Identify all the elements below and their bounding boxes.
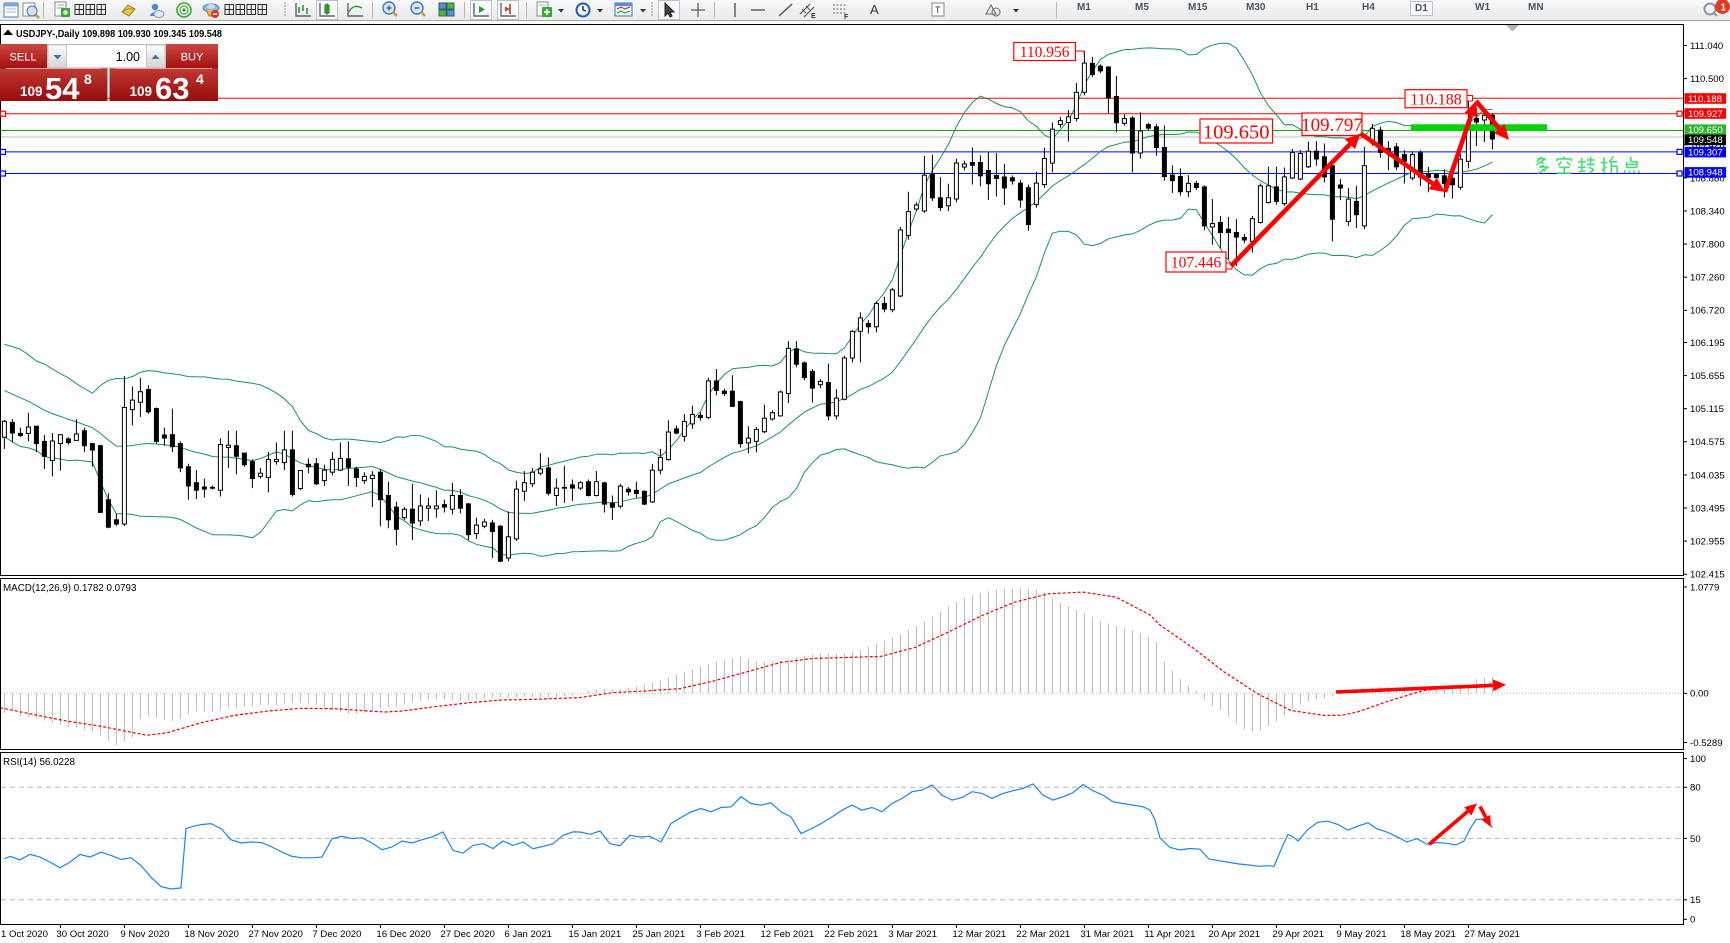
svg-text:15 Jan 2021: 15 Jan 2021 [568,929,621,940]
svg-text:27 Dec 2020: 27 Dec 2020 [440,929,494,940]
svg-text:T: T [935,5,941,15]
svg-text:27 May 2021: 27 May 2021 [1464,929,1519,940]
svg-text:104.575: 104.575 [1690,437,1725,448]
svg-text:1.00: 1.00 [116,50,140,64]
svg-text:108.880: 108.880 [1690,173,1725,184]
svg-text:11 Apr 2021: 11 Apr 2021 [1144,929,1195,940]
svg-text:109: 109 [129,84,152,99]
svg-text:105.655: 105.655 [1690,371,1725,382]
svg-text:-0.5289: -0.5289 [1690,738,1723,749]
svg-text:9 May 2021: 9 May 2021 [1336,929,1386,940]
svg-text:3 Mar 2021: 3 Mar 2021 [888,929,937,940]
svg-text:25 Jan 2021: 25 Jan 2021 [632,929,685,940]
svg-text:109.650: 109.650 [1203,121,1270,143]
svg-text:E: E [811,13,816,20]
svg-text:30 Oct 2020: 30 Oct 2020 [56,929,108,940]
svg-text:109.307: 109.307 [1688,147,1723,158]
svg-text:0.00: 0.00 [1690,689,1709,700]
svg-text:63: 63 [155,71,189,106]
svg-text:USDJPY-,Daily 109.898 109.930: USDJPY-,Daily 109.898 109.930 109.345 10… [16,29,223,40]
svg-text:80: 80 [1690,783,1701,794]
svg-text:18 Nov 2020: 18 Nov 2020 [184,929,238,940]
svg-text:3 Feb 2021: 3 Feb 2021 [696,929,745,940]
svg-text:15: 15 [1690,895,1701,906]
svg-text:31 Mar 2021: 31 Mar 2021 [1080,929,1134,940]
svg-text:109: 109 [20,84,43,99]
svg-text:RSI(14) 56.0228: RSI(14) 56.0228 [3,757,75,768]
svg-text:110.956: 110.956 [1020,44,1070,61]
svg-text:22 Feb 2021: 22 Feb 2021 [824,929,878,940]
svg-text:BUY: BUY [181,52,204,64]
svg-text:109.548: 109.548 [1688,135,1723,146]
svg-text:MACD(12,26,9) 0.1782 0.0793: MACD(12,26,9) 0.1782 0.0793 [3,583,137,594]
svg-text:109.650: 109.650 [1688,125,1723,136]
svg-text:22 Mar 2021: 22 Mar 2021 [1016,929,1070,940]
svg-text:105.115: 105.115 [1690,404,1724,415]
svg-text:109.420: 109.420 [1690,140,1725,151]
svg-text:107.800: 107.800 [1690,240,1725,251]
svg-text:103.495: 103.495 [1690,503,1725,514]
svg-text:SELL: SELL [10,52,37,64]
svg-text:106.195: 106.195 [1690,338,1725,349]
svg-text:102.415: 102.415 [1690,570,1725,581]
svg-text:109.797: 109.797 [1301,115,1363,136]
svg-text:104.035: 104.035 [1690,470,1725,481]
svg-text:109.927: 109.927 [1688,109,1723,120]
svg-text:110.188: 110.188 [1410,92,1461,109]
svg-text:12 Feb 2021: 12 Feb 2021 [760,929,814,940]
svg-text:7 Dec 2020: 7 Dec 2020 [312,929,361,940]
svg-text:111.040: 111.040 [1690,41,1723,52]
svg-text:4: 4 [196,71,204,87]
svg-text:20 Apr 2021: 20 Apr 2021 [1208,929,1260,940]
svg-text:18 May 2021: 18 May 2021 [1400,929,1455,940]
svg-text:1: 1 [1721,3,1727,14]
svg-text:108.948: 108.948 [1688,168,1723,179]
svg-text:0: 0 [1690,915,1695,926]
svg-text:8: 8 [84,71,92,87]
svg-text:110.188: 110.188 [1688,94,1722,105]
svg-text:16 Dec 2020: 16 Dec 2020 [376,929,430,940]
svg-text:6 Jan 2021: 6 Jan 2021 [504,929,551,940]
svg-text:1.0779: 1.0779 [1690,582,1719,593]
svg-text:107.260: 107.260 [1690,273,1725,284]
svg-text:27 Nov 2020: 27 Nov 2020 [248,929,302,940]
svg-text:100: 100 [1690,754,1706,765]
svg-text:29 Apr 2021: 29 Apr 2021 [1272,929,1324,940]
svg-text:F: F [844,14,849,20]
svg-text:110.500: 110.500 [1690,74,1724,85]
svg-text:9 Nov 2020: 9 Nov 2020 [120,929,169,940]
svg-text:50: 50 [1690,834,1701,845]
svg-text:108.340: 108.340 [1690,206,1725,217]
svg-text:54: 54 [45,71,80,106]
svg-text:107.446: 107.446 [1171,255,1222,272]
svg-text:12 Mar 2021: 12 Mar 2021 [952,929,1006,940]
svg-text:106.720: 106.720 [1690,306,1725,317]
svg-text:1 Oct 2020: 1 Oct 2020 [1,929,48,940]
svg-text:102.955: 102.955 [1690,537,1725,548]
